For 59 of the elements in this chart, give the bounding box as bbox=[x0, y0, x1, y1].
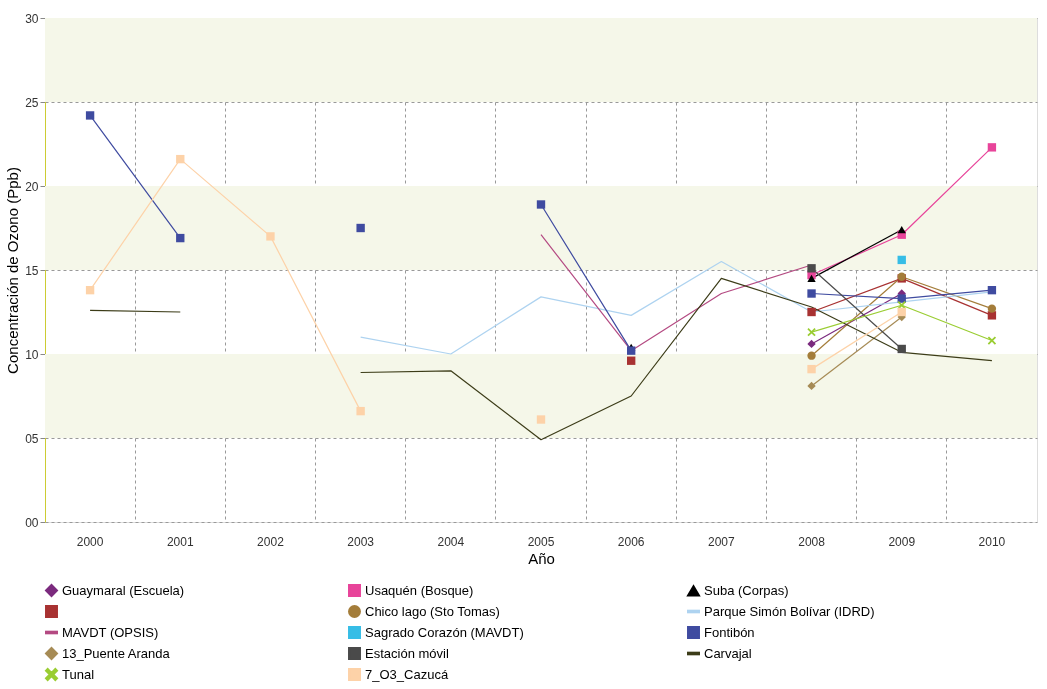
x-tick-label: 2010 bbox=[978, 534, 1006, 549]
point bbox=[176, 154, 185, 164]
point bbox=[85, 285, 95, 295]
x-tick-label: 2001 bbox=[166, 534, 194, 549]
point bbox=[987, 143, 997, 152]
point bbox=[897, 255, 906, 265]
x-tick-label: 2008 bbox=[798, 534, 826, 549]
legend-label: Tunal bbox=[62, 666, 95, 682]
legend-label: Guaymaral (Escuela) bbox=[62, 582, 185, 598]
point bbox=[807, 289, 816, 298]
point bbox=[536, 415, 546, 424]
point bbox=[536, 200, 546, 209]
point bbox=[627, 356, 636, 365]
point bbox=[807, 264, 816, 273]
legend-label: Suba (Corpas) bbox=[704, 582, 789, 598]
x-tick-label: 2009 bbox=[888, 534, 916, 549]
point bbox=[627, 346, 636, 355]
point bbox=[807, 351, 816, 360]
y-axis-title: Concentración de Ozono (Ppb) bbox=[4, 167, 22, 374]
point bbox=[987, 285, 997, 295]
x-tick-label: 2003 bbox=[347, 534, 375, 549]
legend-label: 7_O3_Cazucá bbox=[365, 666, 449, 682]
legend-label: Estación móvil bbox=[365, 645, 449, 661]
legend-label: 13_Puente Aranda bbox=[62, 645, 171, 661]
legend-label: Fontibón bbox=[704, 624, 755, 640]
y-tick-label: 10 bbox=[25, 347, 39, 362]
legend-label: Chico lago (Sto Tomas) bbox=[365, 603, 500, 619]
y-tick-label: 20 bbox=[25, 179, 39, 194]
point bbox=[897, 226, 906, 234]
legend-label: MAVDT (OPSIS) bbox=[62, 624, 159, 640]
y-tick-label: 15 bbox=[25, 263, 39, 278]
legend-label: Usaquén (Bosque) bbox=[365, 582, 474, 598]
y-tick-label: 00 bbox=[25, 515, 39, 530]
point bbox=[356, 223, 365, 233]
point bbox=[897, 344, 906, 354]
y-tick-label: 30 bbox=[25, 11, 39, 26]
legend-label: Parque Simón Bolívar (IDRD) bbox=[704, 603, 875, 619]
point bbox=[85, 111, 95, 120]
point bbox=[356, 406, 365, 416]
point bbox=[176, 233, 185, 243]
x-tick-label: 2000 bbox=[76, 534, 104, 549]
point bbox=[807, 339, 816, 349]
point bbox=[807, 274, 816, 283]
point bbox=[807, 364, 816, 374]
x-tick-label: 2006 bbox=[617, 534, 645, 549]
point bbox=[266, 232, 275, 241]
legend-label: Sagrado Corazón (MAVDT) bbox=[365, 624, 524, 640]
x-tick-label: 2005 bbox=[527, 534, 555, 549]
y-tick-label: 05 bbox=[25, 431, 39, 446]
legend-label: Carvajal bbox=[704, 645, 752, 661]
point bbox=[807, 381, 816, 391]
point bbox=[897, 307, 906, 317]
point bbox=[807, 307, 816, 317]
point bbox=[987, 304, 997, 313]
x-tick-label: 2004 bbox=[437, 534, 465, 549]
x-axis-title: Año bbox=[528, 549, 555, 567]
y-tick-label: 25 bbox=[25, 95, 39, 110]
x-tick-label: 2002 bbox=[257, 534, 285, 549]
x-tick-label: 2007 bbox=[708, 534, 736, 549]
